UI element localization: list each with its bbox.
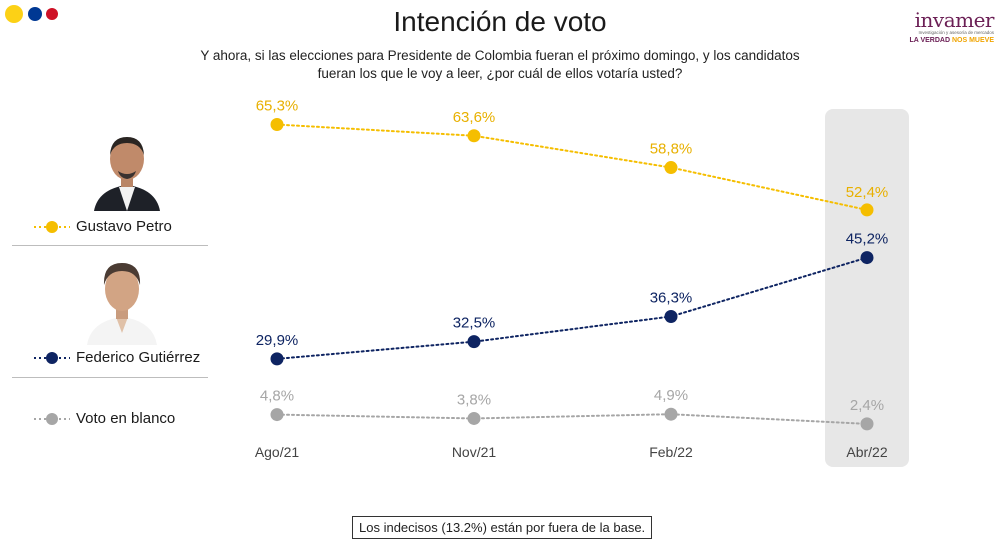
data-point: [860, 203, 874, 217]
legend-marker-blanco-icon: [34, 412, 70, 425]
x-tick-label: Abr/22: [846, 444, 887, 460]
legend-marker-gutierrez-icon: [34, 351, 70, 364]
data-point: [270, 408, 284, 422]
series-line: [276, 413, 868, 425]
legend-item-blanco: Voto en blanco: [32, 410, 175, 427]
legend-item-petro: Gustavo Petro: [32, 218, 172, 235]
legend-divider: [12, 245, 208, 246]
legend-label-blanco: Voto en blanco: [76, 410, 176, 427]
data-label: 45,2%: [846, 231, 889, 248]
question-line-2: fueran los que le voy a leer, ¿por cuál …: [317, 66, 683, 81]
series-line: [276, 256, 868, 360]
data-label: 32,5%: [453, 315, 496, 332]
highlight-band: [825, 109, 909, 467]
brand-slogan-accent: NOS MUEVE: [951, 37, 994, 44]
question-text: Y ahora, si las elecciones para Presiden…: [200, 47, 800, 83]
data-point: [270, 118, 284, 132]
data-point: [664, 161, 678, 175]
flag-dots-logo: [5, 5, 58, 23]
data-label: 36,3%: [650, 289, 693, 306]
data-label: 63,6%: [453, 109, 496, 126]
data-point: [270, 352, 284, 366]
brand-slogan-main: LA VERDAD: [909, 37, 951, 44]
data-label: 65,3%: [256, 98, 299, 115]
data-label: 58,8%: [650, 141, 693, 158]
data-point: [467, 129, 481, 143]
brand-name: invamer: [914, 8, 995, 32]
brand-logo: invamer Investigación y asesoría de merc…: [906, 10, 994, 46]
legend-divider: [12, 377, 208, 378]
data-point: [467, 411, 481, 425]
data-point: [860, 417, 874, 431]
brand-slogan: LA VERDAD NOS MUEVE: [906, 36, 994, 46]
brand-tagline: Investigación y asesoría de mercados: [918, 30, 994, 35]
data-label: 3,8%: [457, 391, 491, 408]
legend-label-gutierrez: Federico Gutiérrez: [76, 349, 201, 366]
footnote: Los indecisos (13.2%) están por fuera de…: [352, 516, 653, 539]
legend-panel: Gustavo Petro Federico Gutiérrez Voto en…: [0, 120, 215, 440]
candidate-photo-petro: [88, 127, 166, 211]
candidate-photo-gutierrez: [83, 253, 161, 345]
x-tick-label: Nov/21: [452, 444, 497, 460]
series-line: [276, 123, 868, 211]
data-point: [664, 309, 678, 323]
page-title: Intención de voto: [393, 6, 607, 37]
data-point: [467, 335, 481, 349]
data-label: 4,9%: [654, 387, 688, 404]
legend-item-gutierrez: Federico Gutiérrez: [32, 349, 200, 366]
x-tick-label: Ago/21: [255, 444, 300, 460]
question-line-1: Y ahora, si las elecciones para Presiden…: [200, 48, 800, 63]
legend-label-petro: Gustavo Petro: [76, 218, 172, 235]
data-label: 29,9%: [256, 332, 299, 349]
data-point: [860, 251, 874, 265]
data-point: [664, 407, 678, 421]
data-label: 4,8%: [260, 388, 294, 405]
data-label: 52,4%: [846, 184, 889, 201]
data-label: 2,4%: [850, 397, 884, 414]
legend-marker-petro-icon: [34, 220, 70, 233]
x-tick-label: Feb/22: [649, 444, 693, 460]
